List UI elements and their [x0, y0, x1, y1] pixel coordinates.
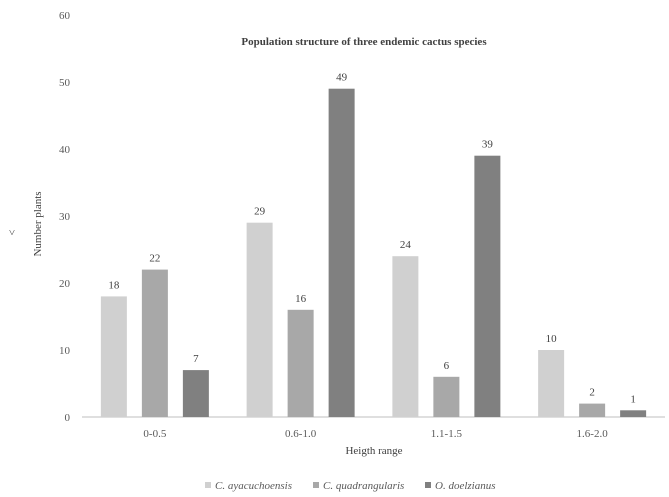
legend-swatch — [205, 482, 211, 488]
y-tick-label: 50 — [59, 77, 71, 89]
bar — [392, 256, 419, 417]
bar — [620, 410, 647, 417]
x-tick-label: 1.1-1.5 — [431, 428, 463, 440]
bar — [287, 309, 314, 417]
data-label: 2 — [589, 387, 595, 399]
data-label: 24 — [400, 239, 412, 251]
legend: C. ayacuchoensis C. quadrangularis O. doel… — [205, 480, 496, 492]
y-tick-group: 0 10 20 30 40 50 60 — [59, 10, 71, 424]
bar — [246, 222, 273, 417]
bar — [182, 370, 209, 417]
legend-label: C. quadrangularis — [323, 480, 404, 492]
legend-label: O. doelzianus — [435, 480, 496, 492]
y-tick-label: 30 — [59, 211, 71, 223]
legend-swatch — [425, 482, 431, 488]
bar — [474, 155, 501, 417]
y-tick-label: 10 — [59, 345, 71, 357]
x-tick-label: 1.6-2.0 — [577, 428, 609, 440]
y-axis-note: ˅ — [9, 227, 15, 239]
data-label: 49 — [336, 72, 348, 84]
bar — [328, 88, 355, 417]
bar — [141, 269, 168, 417]
x-tick-group: 0-0.5 0.6-1.0 1.1-1.5 1.6-2.0 — [143, 428, 608, 440]
bar — [538, 350, 565, 417]
y-axis-label: Number plants — [32, 191, 44, 256]
data-label-group: 18 22 7 29 16 49 24 6 39 10 2 1 — [108, 72, 636, 406]
data-label: 18 — [108, 279, 120, 291]
data-label: 29 — [254, 206, 266, 218]
bar-group — [100, 88, 647, 417]
legend-label: C. ayacuchoensis — [215, 480, 292, 492]
x-axis-label: Heigth range — [345, 445, 402, 457]
bar — [433, 376, 460, 417]
y-tick-label: 40 — [59, 144, 71, 156]
data-label: 10 — [546, 333, 558, 345]
data-label: 16 — [295, 293, 307, 305]
x-tick-label: 0-0.5 — [143, 428, 166, 440]
chart-title: Population structure of three endemic ca… — [241, 36, 487, 48]
data-label: 7 — [193, 353, 199, 365]
y-tick-label: 60 — [59, 10, 71, 22]
data-label: 1 — [630, 393, 636, 405]
data-label: 39 — [482, 139, 494, 151]
data-label: 6 — [444, 360, 450, 372]
x-tick-label: 0.6-1.0 — [285, 428, 317, 440]
bar — [579, 403, 606, 417]
bar — [100, 296, 127, 417]
y-tick-label: 0 — [65, 412, 71, 424]
y-tick-label: 20 — [59, 278, 71, 290]
data-label: 22 — [149, 253, 160, 265]
legend-swatch — [313, 482, 319, 488]
